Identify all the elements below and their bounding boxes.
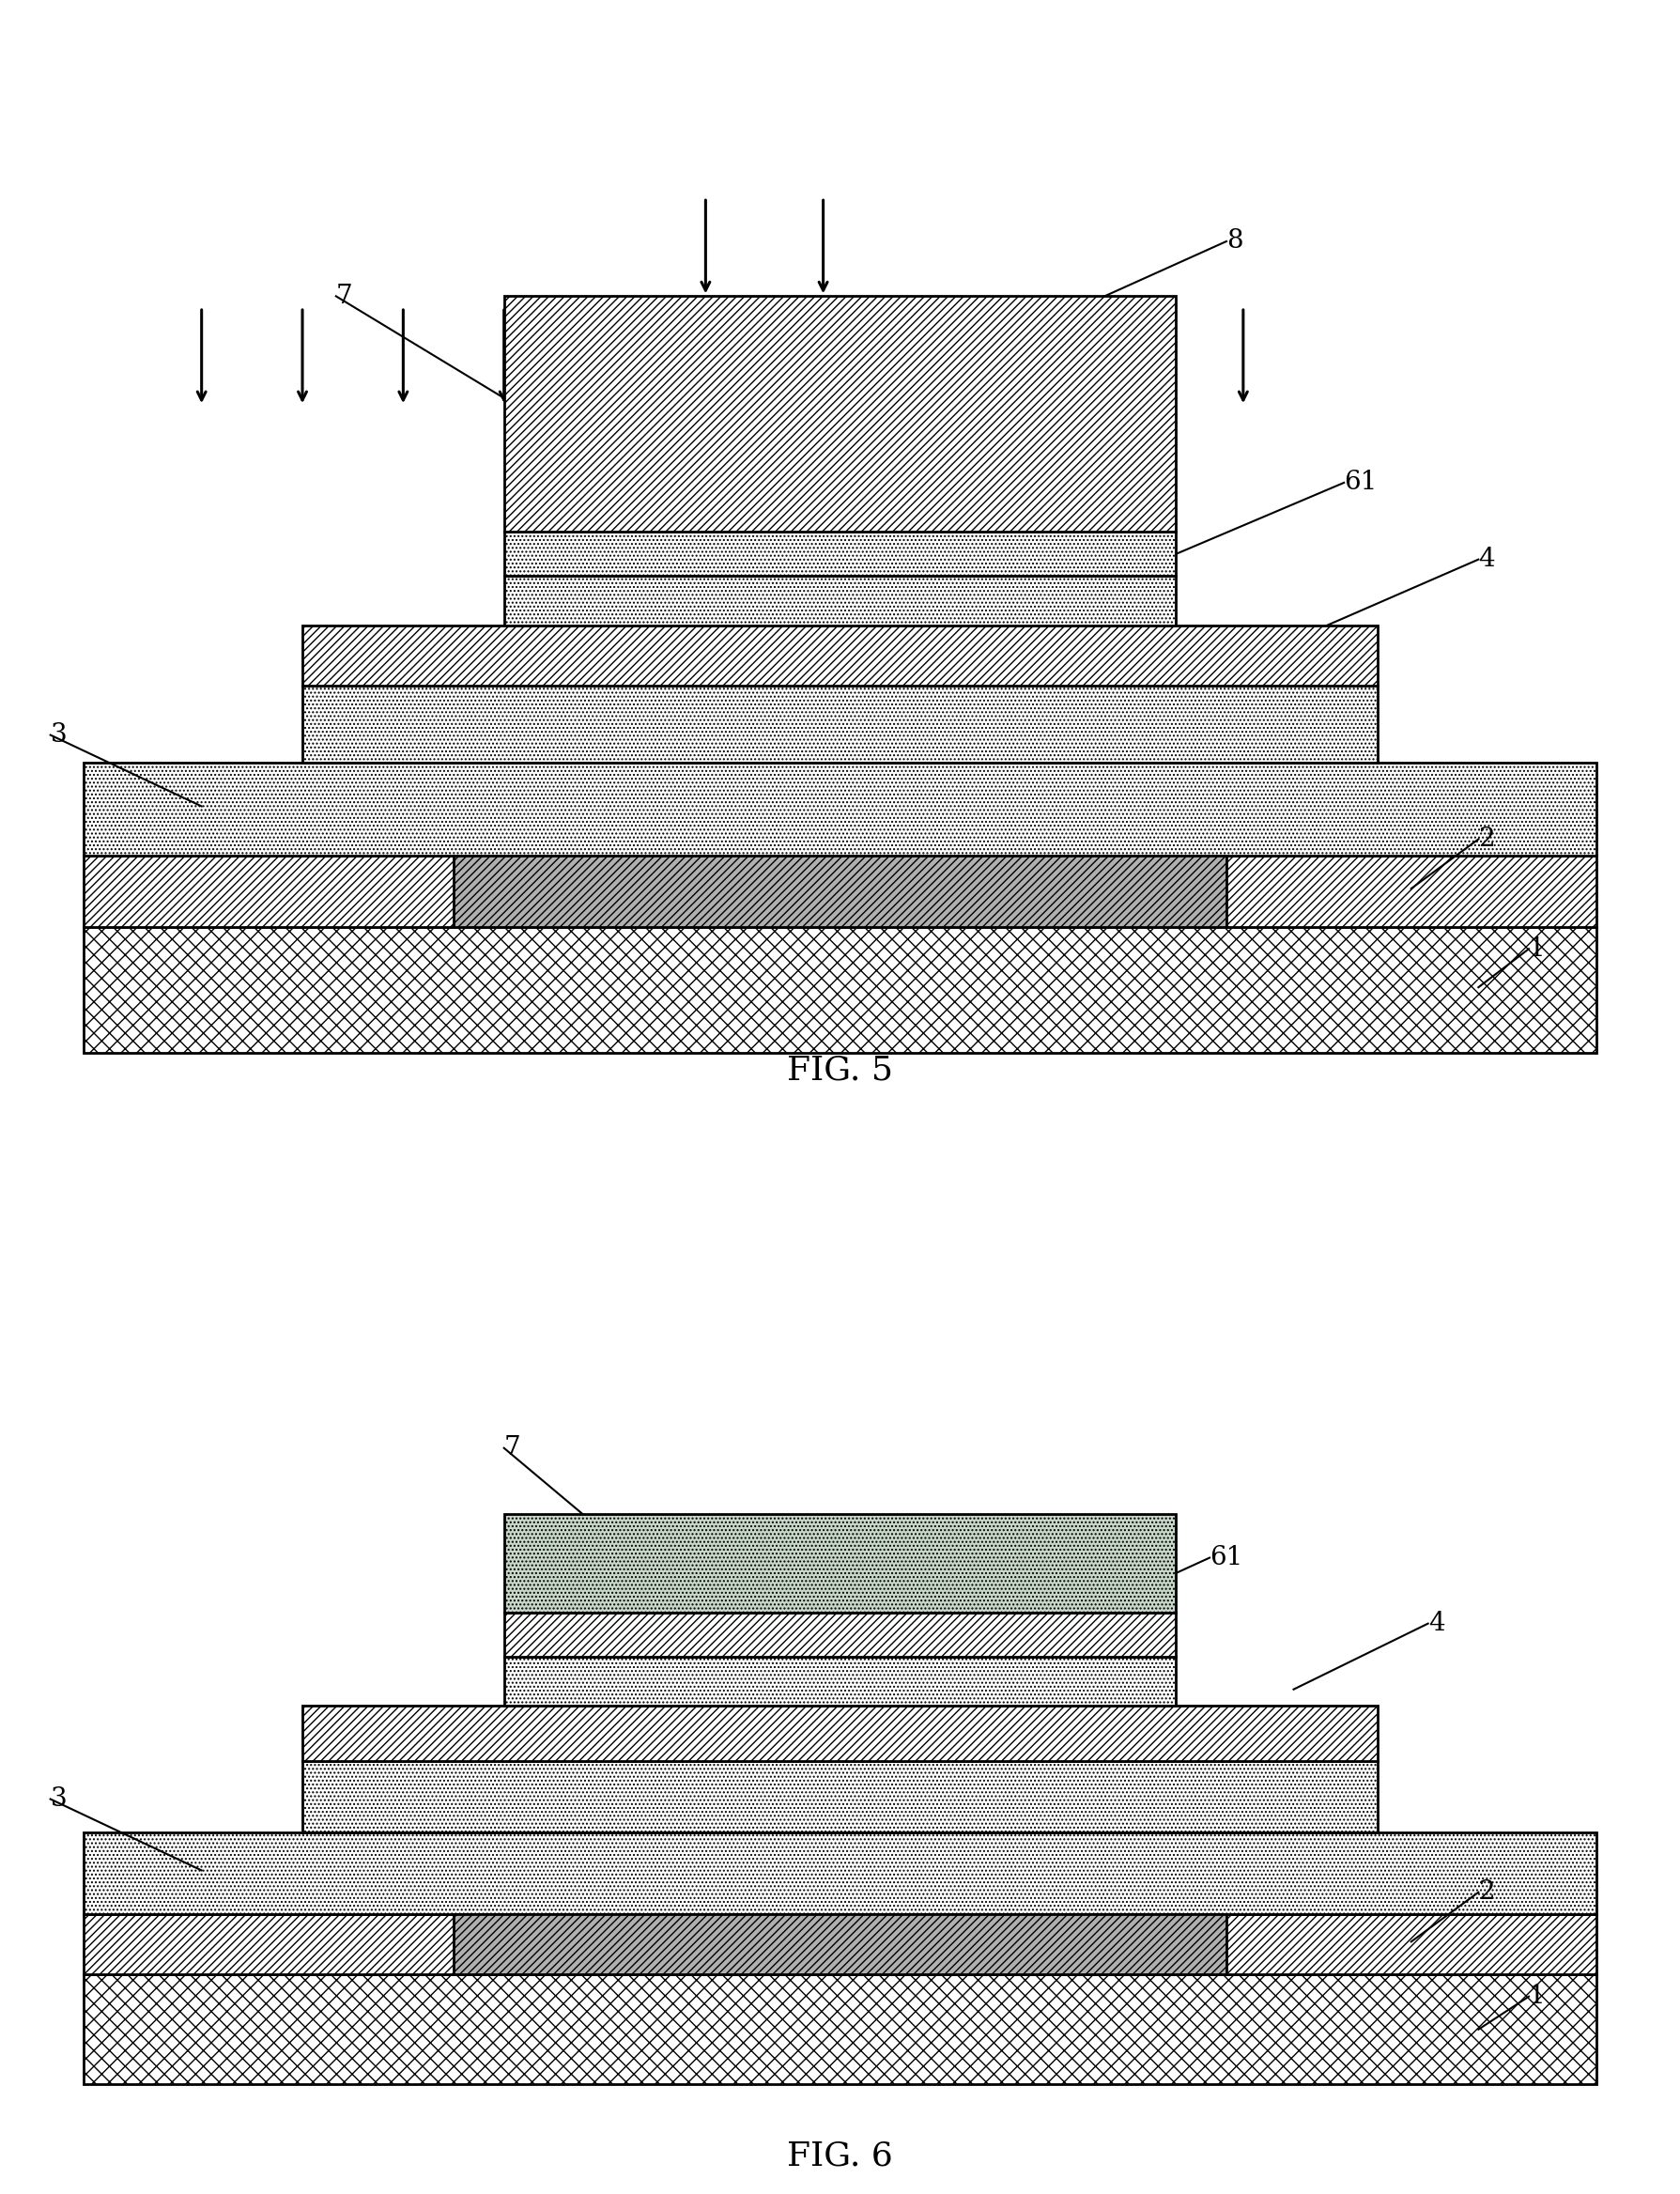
Bar — [454, 856, 1226, 928]
Text: 61: 61 — [1210, 1545, 1243, 1571]
Bar — [504, 577, 1176, 625]
Text: 8: 8 — [1226, 228, 1243, 255]
Bar — [84, 856, 1596, 928]
Bar — [454, 1913, 1226, 1975]
Bar — [302, 685, 1378, 764]
Text: 3: 3 — [50, 1786, 67, 1812]
Text: 3: 3 — [50, 722, 67, 748]
Bar — [302, 1760, 1378, 1832]
Text: 2: 2 — [1478, 827, 1495, 851]
Bar — [302, 1707, 1378, 1760]
Text: 4: 4 — [1478, 546, 1495, 573]
Bar — [84, 1975, 1596, 2084]
Text: 7: 7 — [504, 1435, 521, 1461]
Bar — [504, 533, 1176, 577]
Text: 2: 2 — [1478, 1880, 1495, 1904]
Text: 7: 7 — [336, 283, 353, 309]
Text: 1: 1 — [1529, 937, 1546, 961]
Text: 61: 61 — [1344, 470, 1378, 496]
Text: 4: 4 — [1428, 1610, 1445, 1637]
Bar — [302, 625, 1378, 685]
Text: 1: 1 — [1529, 1983, 1546, 2010]
Bar — [504, 1514, 1176, 1613]
Bar — [84, 1913, 1596, 1975]
Bar — [504, 1656, 1176, 1707]
Bar — [84, 764, 1596, 856]
Text: FIG. 5: FIG. 5 — [786, 1053, 894, 1086]
Text: FIG. 6: FIG. 6 — [786, 2139, 894, 2172]
Bar — [84, 1832, 1596, 1913]
Bar — [84, 928, 1596, 1053]
Bar — [504, 296, 1176, 533]
Bar — [504, 1613, 1176, 1656]
